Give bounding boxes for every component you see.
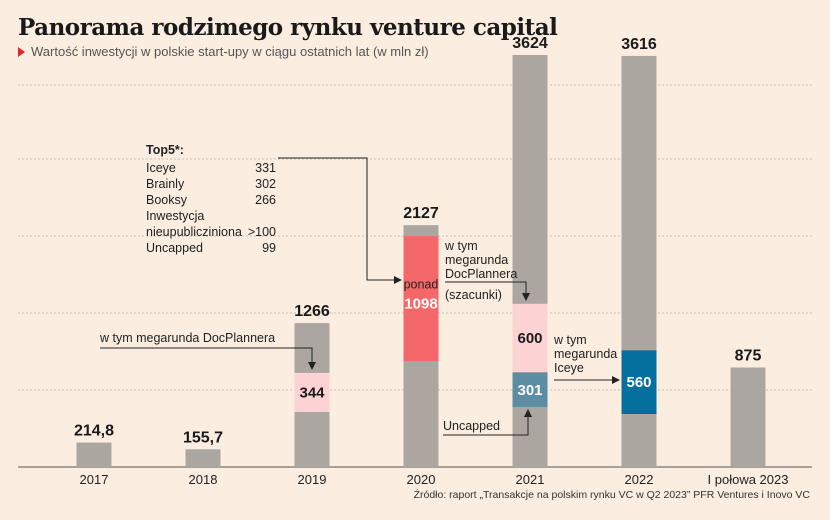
iceye-2022-annotation: megarunda bbox=[554, 347, 617, 361]
top5-row: Uncapped 99 bbox=[146, 240, 276, 256]
top5-box: Top5*: Iceye 331 Brainly 302 Booksy 266 Inwest… bbox=[146, 142, 276, 256]
segment-value-label: 560 bbox=[626, 374, 651, 391]
subtitle-text: Wartość inwestycji w polskie start-upy w… bbox=[31, 44, 429, 59]
top5-name: Brainly bbox=[146, 177, 185, 191]
top5-row: Booksy 266 bbox=[146, 192, 276, 208]
top5-value: 99 bbox=[262, 241, 276, 255]
docplanner-2019-annotation: w tym megarunda DocPlannera bbox=[99, 331, 275, 345]
bar-value-label: 875 bbox=[735, 348, 762, 365]
bar-value-label: 214,8 bbox=[74, 423, 114, 440]
x-tick-label: 2020 bbox=[407, 472, 436, 487]
docplanner-2021-annotation: w tym bbox=[444, 239, 478, 253]
segment-value-label: 1098 bbox=[404, 296, 437, 313]
top5-value: >100 bbox=[247, 225, 276, 239]
docplanner-2021-annotation: megarunda bbox=[445, 253, 508, 267]
bar-segment bbox=[294, 372, 330, 412]
top5-value: 302 bbox=[255, 177, 276, 191]
bar bbox=[730, 367, 766, 467]
source-note: Źródło: raport „Transakcje na polskim ry… bbox=[413, 489, 810, 501]
bar-segment bbox=[403, 236, 439, 361]
top5-row: Inwestycja nieupublicziniona >100 bbox=[146, 208, 276, 240]
triangle-bullet-icon bbox=[18, 47, 25, 57]
uncapped-2021-arrow bbox=[443, 409, 532, 436]
top5-value: 266 bbox=[255, 193, 276, 207]
bar-value-label: 3616 bbox=[621, 36, 657, 53]
bar-value-label: 1266 bbox=[294, 303, 330, 320]
top5-heading: Top5*: bbox=[146, 143, 184, 157]
bar bbox=[185, 449, 221, 467]
bar-value-label: 2127 bbox=[403, 205, 439, 222]
chart-title: Panorama rodzimego rynku venture capital bbox=[18, 14, 558, 41]
uncapped-2021-annotation: Uncapped bbox=[443, 419, 500, 433]
segment-value-label: 301 bbox=[517, 382, 542, 399]
bar-segment bbox=[621, 350, 657, 414]
segment-prefix-label: ponad bbox=[404, 278, 439, 292]
docplanner-2021-annotation: (szacunki) bbox=[445, 288, 502, 302]
x-tick-label: 2021 bbox=[516, 472, 545, 487]
top5-row: Brainly 302 bbox=[146, 176, 276, 192]
top5-name: Uncapped bbox=[146, 241, 203, 255]
iceye-2022-annotation: w tym bbox=[553, 333, 587, 347]
top5-name: Booksy bbox=[146, 193, 187, 207]
bar-value-label: 3624 bbox=[512, 35, 548, 52]
x-tick-label: I połowa 2023 bbox=[708, 472, 789, 487]
top5-row: Iceye 331 bbox=[146, 160, 276, 176]
x-tick-label: 2022 bbox=[625, 472, 654, 487]
iceye-2022-annotation: Iceye bbox=[554, 361, 584, 375]
x-tick-label: 2018 bbox=[189, 472, 218, 487]
bar-value-label: 155,7 bbox=[183, 429, 223, 446]
top5-value: 331 bbox=[255, 161, 276, 175]
docplanner-2021-arrow bbox=[445, 281, 530, 301]
top5-name: Iceye bbox=[146, 161, 176, 175]
x-tick-label: 2019 bbox=[298, 472, 327, 487]
top5-arrow bbox=[278, 157, 402, 284]
segment-value-label: 344 bbox=[299, 384, 325, 401]
bar-segment bbox=[512, 372, 548, 407]
bar-segment bbox=[512, 303, 548, 372]
top5-list: Iceye 331 Brainly 302 Booksy 266 Inwestycja ni… bbox=[146, 160, 276, 256]
bar bbox=[76, 442, 112, 467]
chart-subtitle: Wartość inwestycji w polskie start-upy w… bbox=[18, 44, 429, 59]
segment-value-label: 600 bbox=[517, 330, 542, 347]
docplanner-2019-arrow bbox=[100, 347, 316, 370]
x-tick-label: 2017 bbox=[80, 472, 109, 487]
docplanner-2021-annotation: DocPlannera bbox=[445, 267, 517, 281]
top5-name: Inwestycja nieupublicziniona bbox=[146, 209, 242, 239]
